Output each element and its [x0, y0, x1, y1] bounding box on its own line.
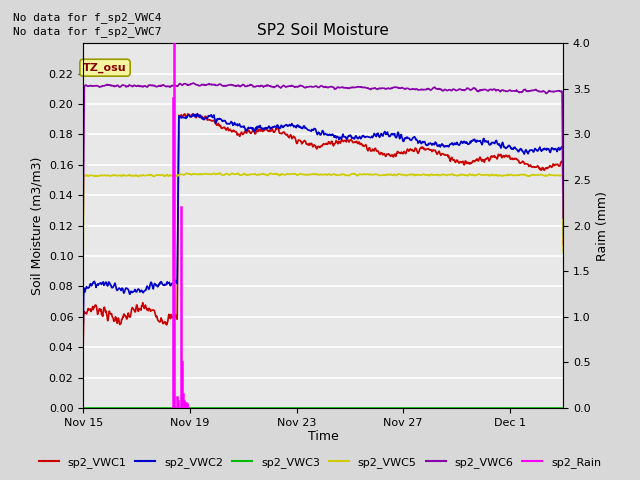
Legend: sp2_VWC1, sp2_VWC2, sp2_VWC3, sp2_VWC5, sp2_VWC6, sp2_Rain: sp2_VWC1, sp2_VWC2, sp2_VWC3, sp2_VWC5, … — [35, 452, 605, 472]
X-axis label: Time: Time — [308, 431, 339, 444]
Y-axis label: Raim (mm): Raim (mm) — [596, 191, 609, 261]
Text: No data for f_sp2_VWC4: No data for f_sp2_VWC4 — [13, 12, 161, 23]
Y-axis label: Soil Moisture (m3/m3): Soil Moisture (m3/m3) — [30, 156, 43, 295]
Text: TZ_osu: TZ_osu — [83, 62, 127, 73]
Title: SP2 Soil Moisture: SP2 Soil Moisture — [257, 23, 389, 38]
Text: No data for f_sp2_VWC7: No data for f_sp2_VWC7 — [13, 26, 161, 37]
